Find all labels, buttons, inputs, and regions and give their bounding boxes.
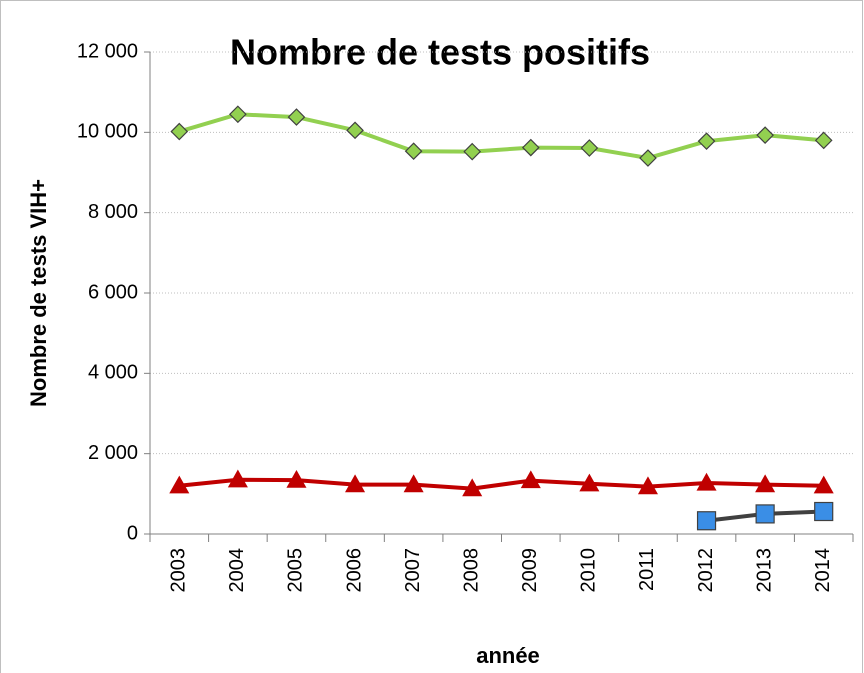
point	[520, 470, 541, 489]
point	[697, 132, 716, 151]
point	[813, 475, 834, 494]
y-axis-label: Nombre de tests VIH+	[26, 179, 51, 407]
point	[696, 472, 717, 491]
x-tick-label: 2010	[578, 548, 600, 593]
x-tick-label: 2007	[402, 548, 424, 593]
x-axis-label: année	[476, 643, 540, 668]
point	[346, 121, 364, 140]
point	[403, 474, 424, 493]
series-line	[178, 112, 824, 161]
y-tick-label: 2 000	[88, 442, 138, 464]
point	[345, 474, 366, 493]
x-tick-label: 2006	[343, 548, 365, 593]
point	[639, 149, 657, 167]
point	[696, 511, 717, 531]
point	[463, 142, 482, 161]
series-line	[179, 477, 824, 491]
x-tick-label: 2003	[168, 548, 190, 593]
point	[580, 139, 599, 157]
y-tick-label: 0	[127, 522, 138, 544]
x-tick-label: 2014	[812, 548, 834, 593]
x-tick-label: 2013	[753, 548, 775, 593]
x-tick-label: 2005	[285, 548, 307, 593]
point	[227, 469, 248, 488]
point	[229, 105, 247, 124]
point	[287, 108, 306, 126]
x-tick-label: 2008	[460, 548, 482, 593]
x-tick-label: 2004	[226, 548, 248, 593]
point	[756, 126, 774, 144]
point	[462, 478, 483, 497]
y-tick-label: 8 000	[88, 201, 138, 223]
point	[579, 473, 600, 492]
point	[170, 122, 189, 141]
y-tick-label: 4 000	[88, 362, 138, 384]
point	[286, 469, 307, 488]
point	[814, 501, 834, 522]
point	[169, 475, 190, 494]
y-tick-label: 10 000	[77, 121, 138, 143]
y-tick-label: 6 000	[88, 281, 138, 303]
point	[814, 131, 833, 150]
x-tick-label: 2011	[636, 548, 658, 591]
point	[755, 504, 775, 524]
point	[521, 138, 540, 157]
y-tick-label: 12 000	[77, 40, 138, 62]
point	[755, 474, 776, 493]
x-tick-label: 2012	[695, 548, 717, 593]
point	[637, 476, 658, 495]
x-tick-label: 2009	[519, 548, 541, 593]
point	[404, 142, 423, 161]
chart-title: Nombre de tests positifs	[230, 32, 650, 73]
